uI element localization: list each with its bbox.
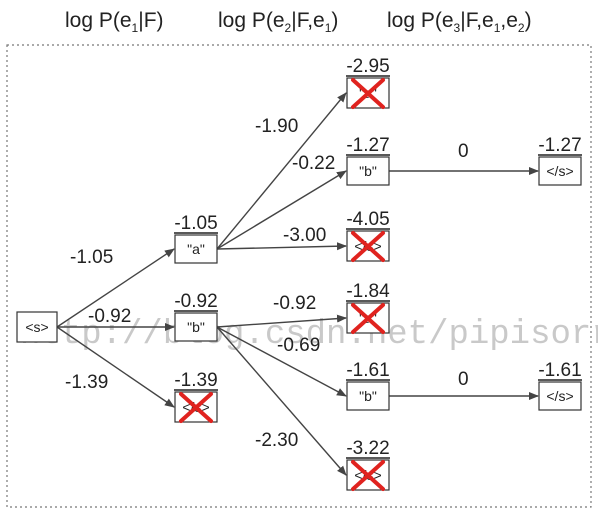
- node-label: "b": [187, 319, 205, 335]
- edge-label-bb-bbend: 0: [458, 369, 469, 390]
- diagram-frame: [7, 45, 591, 507]
- node-score: -1.05: [174, 213, 217, 234]
- node-b1: "b" -0.92: [174, 291, 218, 341]
- edge-label-a-ab: -0.22: [292, 153, 335, 174]
- node-bend: </s>-3.22: [346, 438, 390, 490]
- node-aa: "a"-2.95: [346, 56, 390, 108]
- edge-label-start-a: -1.05: [70, 247, 113, 268]
- node-score: -3.22: [346, 438, 389, 459]
- edge-a-aend: [217, 246, 346, 249]
- node-score: -1.39: [174, 370, 217, 391]
- node-score: -1.27: [346, 135, 389, 156]
- edge-label-a-aa: -1.90: [255, 116, 298, 137]
- node-ab: "b" -1.27: [346, 135, 390, 185]
- edge-label-start-b1: -0.92: [88, 306, 131, 327]
- node-start: <s>: [17, 312, 57, 342]
- node-label: "a": [187, 241, 205, 257]
- node-abend: </s> -1.27: [538, 135, 582, 185]
- node-aend: </s>-4.05: [346, 209, 390, 261]
- edge-label-a-aend: -3.00: [283, 225, 326, 246]
- node-label: </s>: [546, 163, 573, 179]
- node-a: "a" -1.05: [174, 213, 218, 263]
- edge-label-ab-abend: 0: [458, 141, 469, 162]
- header-col-1: log P(e1|F): [65, 9, 164, 35]
- node-score: -1.84: [346, 281, 390, 302]
- node-bb: "b" -1.61: [346, 360, 390, 410]
- edge-label-b1-ba: -0.92: [273, 293, 316, 314]
- edge-a-ab: [217, 171, 346, 249]
- header-col-2: log P(e2|F,e1): [218, 9, 338, 35]
- node-label: "b": [359, 163, 377, 179]
- node-score: -0.92: [174, 291, 217, 312]
- node-label: <s>: [25, 319, 48, 335]
- node-score: -1.61: [346, 360, 389, 381]
- header-col-3: log P(e3|F,e1,e2): [387, 9, 532, 35]
- node-score: -4.05: [346, 209, 389, 230]
- node-end1: </s>-1.39: [174, 370, 218, 422]
- node-score: -1.27: [538, 135, 581, 156]
- edge-label-b1-bend: -2.30: [255, 430, 298, 451]
- edge-label-b1-bb: -0.69: [277, 335, 320, 356]
- node-label: </s>: [546, 388, 573, 404]
- node-label: "b": [359, 388, 377, 404]
- node-score: -2.95: [346, 56, 389, 77]
- node-score: -1.61: [538, 360, 581, 381]
- node-ba: "a"-1.84: [346, 281, 390, 333]
- edge-label-start-end1: -1.39: [65, 372, 108, 393]
- nodes-layer: <s>"a"-1.05"b"-0.92</s>-1.39"a"-2.95"b"-…: [17, 56, 582, 490]
- edges-layer: -1.05 -0.92 -1.39 -1.90 -0.22 -3.00 -0.92 -0.69…: [57, 93, 538, 475]
- node-bbend: </s> -1.61: [538, 360, 582, 410]
